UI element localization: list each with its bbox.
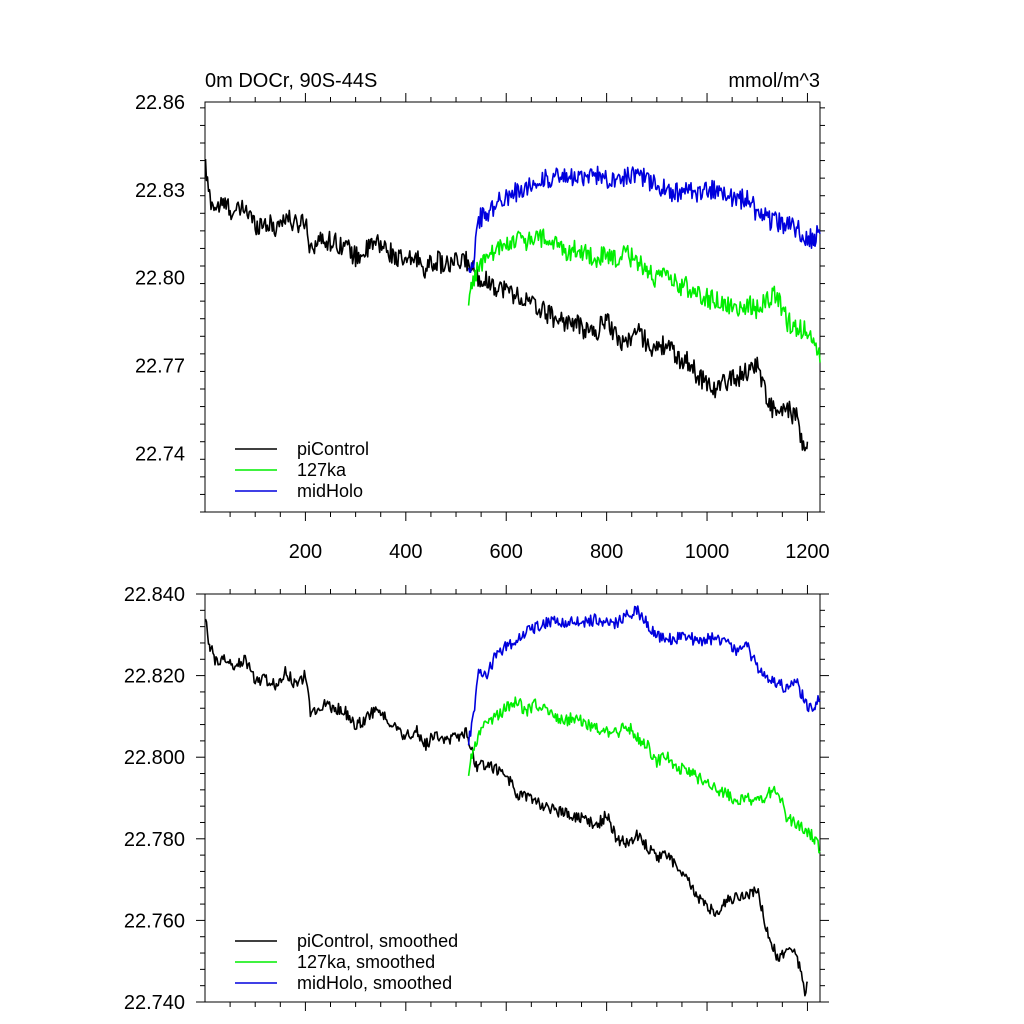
legend-label: midHolo, smoothed	[297, 973, 452, 993]
y-tick-label: 22.820	[124, 666, 185, 688]
tick-marks	[200, 93, 825, 521]
y-tick-label: 22.760	[124, 910, 185, 932]
figure-title-left: 0m DOCr, 90S-44S	[205, 70, 377, 92]
plot-frame	[204, 593, 821, 1003]
tick-marks	[196, 585, 829, 1011]
x-tick-label: 800	[590, 541, 623, 563]
legend-label: piControl, smoothed	[297, 931, 458, 951]
y-tick-label: 22.74	[135, 443, 185, 465]
legend-label: midHolo	[297, 481, 363, 501]
y-tick-label: 22.800	[124, 747, 185, 769]
x-tick-label: 400	[389, 541, 422, 563]
series-line-picontrol	[204, 618, 809, 997]
y-tick-label: 22.86	[135, 92, 185, 114]
series-line-midholo	[467, 605, 821, 746]
top-panel: 22.74 22.77 22.80 22.83 22.86 200 400 600 800 100…	[135, 92, 830, 563]
y-tick-label: 22.840	[124, 584, 185, 606]
x-tick-label: 1000	[685, 541, 730, 563]
legend-label: piControl	[297, 439, 369, 459]
series-line-picontrol	[204, 158, 809, 452]
plot-frame	[204, 101, 821, 513]
series-line-127ka	[467, 696, 821, 854]
x-tick-label: 200	[289, 541, 322, 563]
figure-title-right: mmol/m^3	[728, 70, 820, 92]
series-line-midholo	[467, 165, 821, 273]
y-tick-label: 22.83	[135, 180, 185, 202]
legend-label: 127ka	[297, 460, 347, 480]
y-tick-label: 22.80	[135, 268, 185, 290]
y-tick-label: 22.740	[124, 992, 185, 1014]
series-line-127ka	[467, 228, 821, 363]
x-tick-label: 600	[490, 541, 523, 563]
x-tick-label: 1200	[785, 541, 830, 563]
y-tick-label: 22.77	[135, 356, 185, 378]
y-tick-label: 22.780	[124, 829, 185, 851]
bottom-panel: 22.740 22.760 22.780 22.800 22.820 22.840 piCo…	[124, 584, 829, 1014]
legend-label: 127ka, smoothed	[297, 952, 435, 972]
